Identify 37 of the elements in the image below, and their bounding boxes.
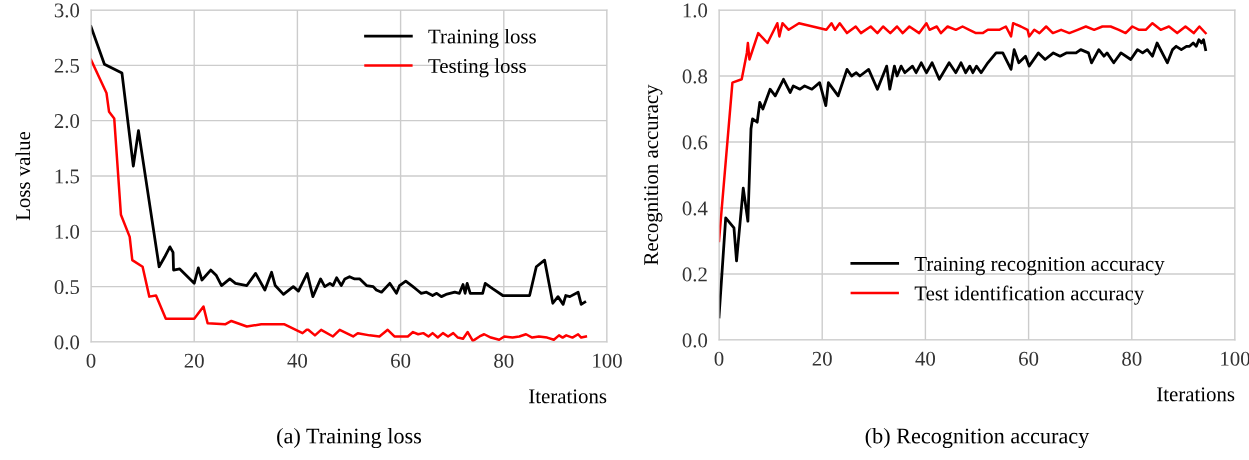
x-tick-label: 0 xyxy=(714,351,724,366)
x-tick-label: 100 xyxy=(593,353,622,368)
y-tick-label: 1.5 xyxy=(55,169,80,184)
y-tick-label: 0.4 xyxy=(682,201,708,216)
x-tick-label: 40 xyxy=(287,353,308,368)
x-axis-title: Iterations xyxy=(529,389,607,404)
x-axis-title: Iterations xyxy=(1157,387,1235,402)
legend-label: Test identification accuracy xyxy=(914,285,1145,305)
line-series xyxy=(91,25,587,306)
y-axis-title: Recognition accuracy xyxy=(644,84,663,265)
line-series xyxy=(91,58,588,342)
x-tick-label: 60 xyxy=(1019,351,1039,366)
x-tick-label: 80 xyxy=(1122,351,1142,366)
y-tick-label: 0.0 xyxy=(682,333,708,348)
legend-label: Training loss xyxy=(428,28,536,48)
y-tick-label: 2.0 xyxy=(54,114,80,129)
y-tick-label: 0.5 xyxy=(54,280,80,295)
y-tick-label: 0.0 xyxy=(54,335,80,350)
legend-label: Training recognition accuracy xyxy=(914,256,1165,276)
x-tick-label: 80 xyxy=(494,353,514,368)
x-tick-label: 0 xyxy=(86,353,96,368)
legend-label: Testing loss xyxy=(428,58,526,78)
y-axis-title: Loss value xyxy=(15,131,31,221)
y-tick-label: 1.0 xyxy=(55,224,80,239)
y-tick-label: 0.6 xyxy=(682,135,708,150)
x-tick-label: 40 xyxy=(915,351,936,366)
y-tick-label: 0.2 xyxy=(682,267,707,282)
y-tick-label: 3.0 xyxy=(54,3,80,18)
text: (a) Training loss xyxy=(277,427,422,449)
x-tick-label: 20 xyxy=(184,353,204,368)
x-tick-label: 100 xyxy=(1221,351,1249,366)
y-tick-label: 1.0 xyxy=(683,3,708,18)
x-tick-label: 20 xyxy=(812,351,832,366)
y-tick-label: 0.8 xyxy=(682,69,708,84)
text: (b) Recognition accuracy xyxy=(865,427,1090,449)
x-tick-label: 60 xyxy=(391,353,411,368)
y-tick-label: 2.5 xyxy=(54,58,80,73)
